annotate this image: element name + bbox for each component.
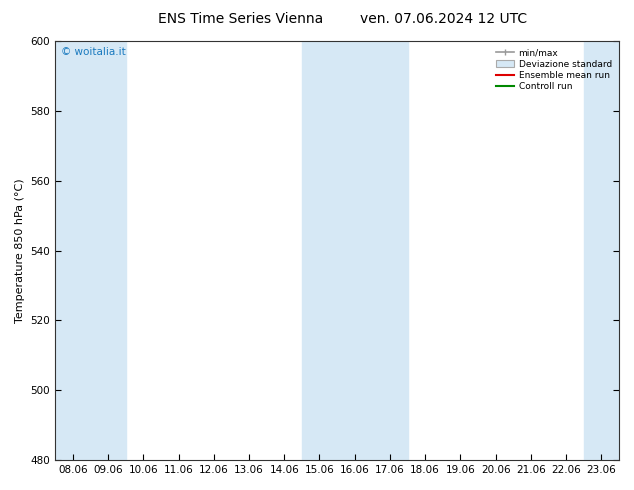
Y-axis label: Temperature 850 hPa (°C): Temperature 850 hPa (°C) [15, 178, 25, 323]
Text: ven. 07.06.2024 12 UTC: ven. 07.06.2024 12 UTC [360, 12, 527, 26]
Bar [302, 41, 408, 460]
Bar [55, 41, 126, 460]
Bar [584, 41, 619, 460]
Legend: min/max, Deviazione standard, Ensemble mean run, Controll run: min/max, Deviazione standard, Ensemble m… [493, 46, 614, 94]
Text: ENS Time Series Vienna: ENS Time Series Vienna [158, 12, 323, 26]
Text: © woitalia.it: © woitalia.it [61, 48, 126, 57]
